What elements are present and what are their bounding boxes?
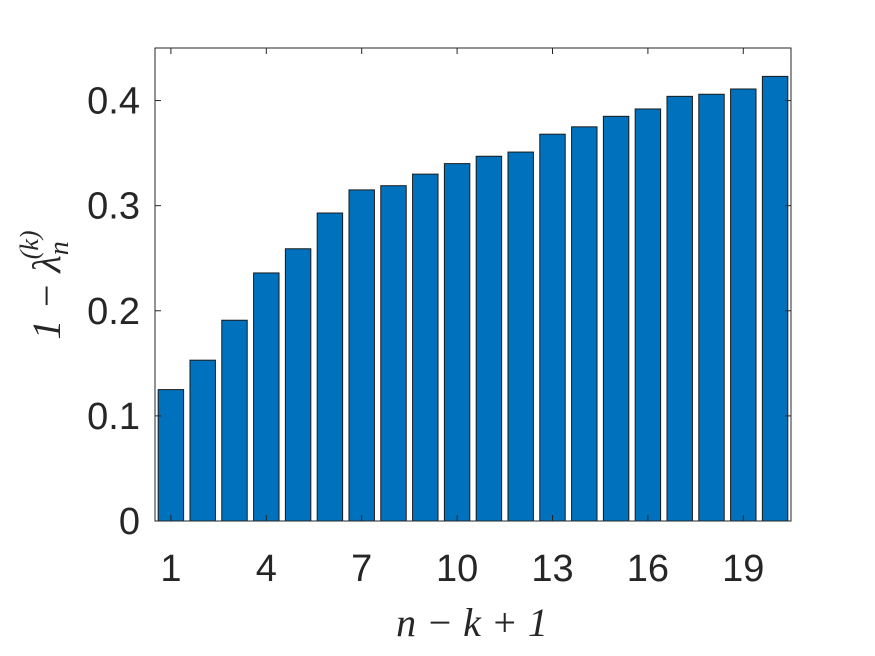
y-axis-label-prefix: 1 − xyxy=(24,273,69,340)
bar-17 xyxy=(666,95,693,522)
bar-14 xyxy=(571,126,598,522)
x-tick-label: 19 xyxy=(722,548,764,590)
x-tick-label: 16 xyxy=(627,548,669,590)
bar-2 xyxy=(189,359,216,522)
y-axis-label: 1 − λn(k) xyxy=(15,230,75,339)
x-tick-label: 10 xyxy=(436,548,478,590)
bar-16 xyxy=(634,108,662,522)
y-tick-label: 0.1 xyxy=(87,396,140,438)
bar-9 xyxy=(412,173,439,522)
y-tick-label: 0 xyxy=(119,501,140,543)
bar-6 xyxy=(316,212,344,522)
y-axis-label-superscript: (k) xyxy=(15,230,44,259)
axes-box xyxy=(154,47,792,522)
bar-1 xyxy=(157,389,185,522)
bar-18 xyxy=(698,93,725,522)
bar-3 xyxy=(221,319,248,522)
x-tick-label: 1 xyxy=(160,548,181,590)
bar-19 xyxy=(730,88,757,522)
x-tick-label: 7 xyxy=(351,548,372,590)
bar-15 xyxy=(602,115,630,522)
bar-7 xyxy=(348,189,375,522)
x-tick-label: 4 xyxy=(256,548,277,590)
bar-20 xyxy=(761,75,789,522)
y-tick-label: 0.2 xyxy=(87,291,140,333)
x-axis-label: n − k + 1 xyxy=(396,600,548,645)
x-tick-label: 13 xyxy=(531,548,573,590)
y-tick-label: 0.4 xyxy=(87,81,140,123)
axes-group xyxy=(154,47,792,522)
bars-group xyxy=(157,75,789,522)
bar-8 xyxy=(380,185,407,522)
bar-11 xyxy=(475,155,503,522)
y-tick-label: 0.3 xyxy=(87,186,140,228)
x-tick-labels: 1 4 7 10 13 16 19 xyxy=(160,548,764,590)
y-axis-label-symbol: λ xyxy=(24,255,69,273)
bar-5 xyxy=(284,248,312,522)
bar-12 xyxy=(507,151,534,522)
bar-13 xyxy=(539,133,566,522)
y-axis-label-subscript: n xyxy=(44,241,75,255)
bar-10 xyxy=(443,163,471,522)
y-tick-labels: 0 0.1 0.2 0.3 0.4 xyxy=(87,81,140,543)
bar-4 xyxy=(253,272,280,522)
